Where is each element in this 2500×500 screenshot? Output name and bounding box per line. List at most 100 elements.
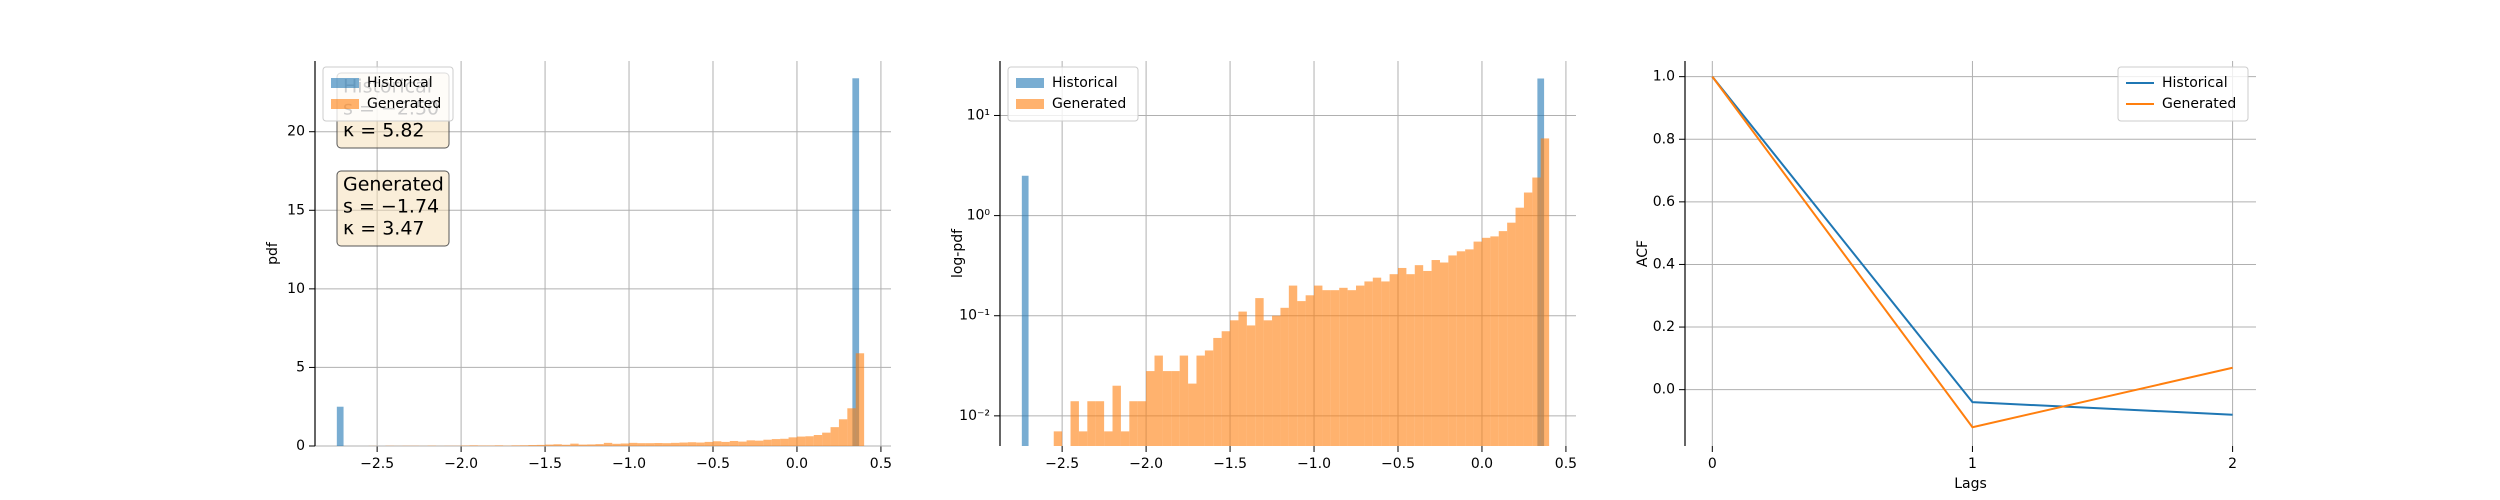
histogram-bar [1095,401,1105,446]
histogram-bar [662,443,672,446]
histogram-bar [1255,298,1264,446]
histogram-bar [587,444,596,446]
y-tick-label: 0.2 [1653,319,1675,335]
x-tick-label: 0.5 [870,456,892,472]
histogram-bar [1070,401,1079,446]
histogram-bar [721,441,730,446]
histogram-bar [847,408,856,446]
y-axis-label: ACF [1635,240,1651,267]
histogram-bar [595,444,604,446]
histogram-bar [712,441,722,446]
legend-swatch [331,99,359,109]
histogram-bar [1498,231,1508,446]
histogram-bar [1196,355,1205,446]
histogram-bar [645,443,655,446]
histogram-bar [1238,311,1247,446]
y-tick-label: 5 [296,359,305,375]
histogram-bar [1137,401,1147,446]
histogram-bar [654,443,663,446]
histogram-bar [469,445,478,446]
x-tick-label: 1 [1968,456,1977,472]
histogram-bar [1490,236,1499,446]
histogram-bar [1288,285,1298,446]
histogram-bar [1297,301,1306,446]
histogram-bar [511,445,520,446]
histogram-bar [1263,320,1273,446]
histogram-bar [738,441,747,446]
histogram-bar [1406,274,1415,446]
histogram-bar [746,440,755,446]
histogram-bar [1381,281,1390,446]
legend-swatch [331,78,359,88]
histogram-bar [553,444,562,446]
x-tick-label: 2 [2228,456,2237,472]
histogram-bar [1515,207,1524,446]
histogram-bar [528,445,537,446]
histogram-bar [1179,355,1189,446]
histogram-bar [620,443,630,446]
y-tick-label: 20 [287,124,305,140]
legend-label: Generated [1052,96,1126,112]
annotation-text: κ = 5.82 [343,120,425,142]
x-axis-label: Lags [1954,476,1987,492]
y-tick-label: 10⁰ [967,208,991,224]
x-tick-label: −2.0 [444,456,478,472]
x-tick-label: 0.0 [1471,456,1493,472]
legend-swatch [1016,99,1044,109]
annotation-text: Generated [343,174,444,196]
legend-label: Generated [367,96,441,112]
histogram-bar [1053,431,1063,446]
histogram-bar [1272,315,1281,446]
histogram-bar [336,406,344,446]
x-tick-label: −2.0 [1129,456,1163,472]
legend-label: Historical [2162,75,2228,91]
histogram-bar [1431,260,1440,446]
histogram-bar [637,443,646,446]
histogram-bar [612,443,621,446]
histogram-bar [536,444,546,446]
histogram-bar [687,442,697,446]
histogram-bar [771,439,781,446]
histogram-bar [1339,287,1348,446]
y-tick-label: 10¹ [967,107,990,123]
x-tick-label: 0 [1708,456,1717,472]
histogram-bar [763,439,772,446]
histogram-bar [780,438,789,446]
legend-label: Historical [367,75,433,91]
histogram-bar [1120,431,1130,446]
y-tick-label: 0 [296,438,305,454]
y-tick-label: 10 [287,281,305,297]
histogram-bar [671,442,680,446]
y-tick-label: 0.4 [1653,256,1675,272]
histogram-bar [629,442,638,446]
histogram-bar [1322,290,1331,446]
legend-label: Historical [1052,75,1118,91]
y-tick-label: 0.0 [1653,382,1675,398]
histogram-bar [1204,350,1214,446]
y-tick-label: 10⁻² [959,408,990,424]
legend-box [2117,66,2249,122]
x-tick-label: −2.5 [360,456,394,472]
x-tick-label: −0.5 [696,456,730,472]
histogram-bar [1540,138,1550,447]
histogram-bar [1280,307,1289,446]
histogram-bar [1171,371,1180,446]
histogram-bar [1397,267,1407,446]
histogram-bar [1112,385,1121,446]
histogram-bar [1246,325,1256,446]
histogram-bar [1087,401,1096,446]
y-tick-label: 15 [287,202,305,218]
histogram-bar [1154,355,1163,446]
histogram-bar [788,437,797,446]
histogram-bar [1078,431,1088,446]
y-axis-label: pdf [265,241,281,265]
subplot: 0 1 2 0.0 0.2 0.4 0.6 0.8 1.0 ACF Lags Historical Ge… [1635,61,2256,492]
histogram-bar [570,443,579,446]
histogram-bar [1021,175,1029,446]
legend-label: Generated [2162,96,2236,112]
histogram-bar [1146,371,1155,446]
x-tick-label: −1.5 [528,456,562,472]
histogram-bar [1473,241,1482,446]
histogram-bar [1456,251,1466,446]
